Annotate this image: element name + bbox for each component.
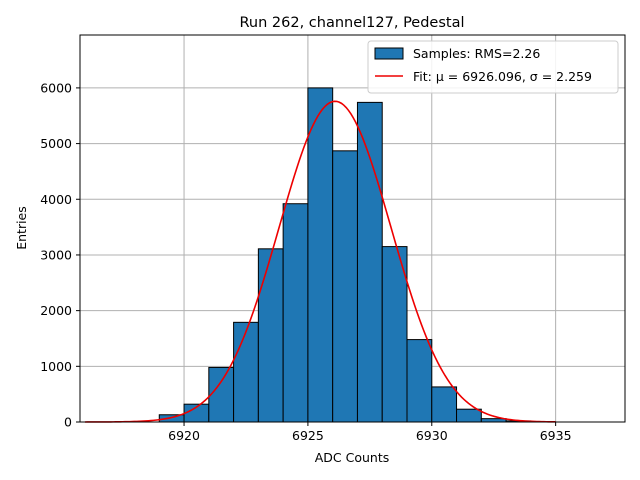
legend: Samples: RMS=2.26 Fit: μ = 6926.096, σ =… [367, 40, 619, 94]
y-tick-label: 4000 [40, 192, 72, 207]
y-tick-label: 1000 [40, 359, 72, 374]
y-axis-ticks: 0 1000 2000 3000 4000 5000 6000 [40, 80, 80, 430]
histogram-bar [381, 246, 408, 423]
legend-fit-label: Fit: μ = 6926.096, σ = 2.259 [413, 69, 592, 84]
plot-frame [79, 34, 626, 423]
y-tick-label: 5000 [40, 136, 72, 151]
x-tick-label: 6920 [168, 428, 200, 443]
histogram-bar [480, 418, 507, 423]
histogram-bar [406, 339, 433, 423]
y-tick-label: 6000 [40, 80, 72, 95]
histogram-bar [431, 386, 458, 423]
histogram-bar [233, 321, 259, 423]
x-tick-label: 6930 [416, 428, 448, 443]
legend-box [367, 40, 619, 94]
histogram-bar [307, 87, 334, 423]
histogram-bar [332, 150, 358, 423]
x-tick-label: 6925 [292, 428, 324, 443]
legend-histogram-swatch [374, 47, 404, 60]
x-axis-ticks: 6920 6925 6930 6935 [168, 422, 572, 443]
y-tick-label: 3000 [40, 247, 72, 262]
y-tick-label: 0 [64, 415, 72, 430]
histogram-bar [208, 366, 235, 423]
y-axis-label: Entries [14, 206, 29, 250]
histogram-bar [356, 101, 383, 423]
histogram-bar [257, 248, 284, 423]
x-axis-label: ADC Counts [315, 450, 390, 465]
histogram-bar [456, 408, 482, 423]
histogram-bar [282, 203, 309, 423]
legend-histogram-label: Samples: RMS=2.26 [413, 46, 540, 61]
fit-curve [84, 100, 556, 423]
x-tick-label: 6935 [540, 428, 572, 443]
y-tick-label: 2000 [40, 303, 72, 318]
histogram-bars [158, 87, 532, 423]
chart-title: Run 262, channel127, Pedestal [239, 15, 464, 31]
